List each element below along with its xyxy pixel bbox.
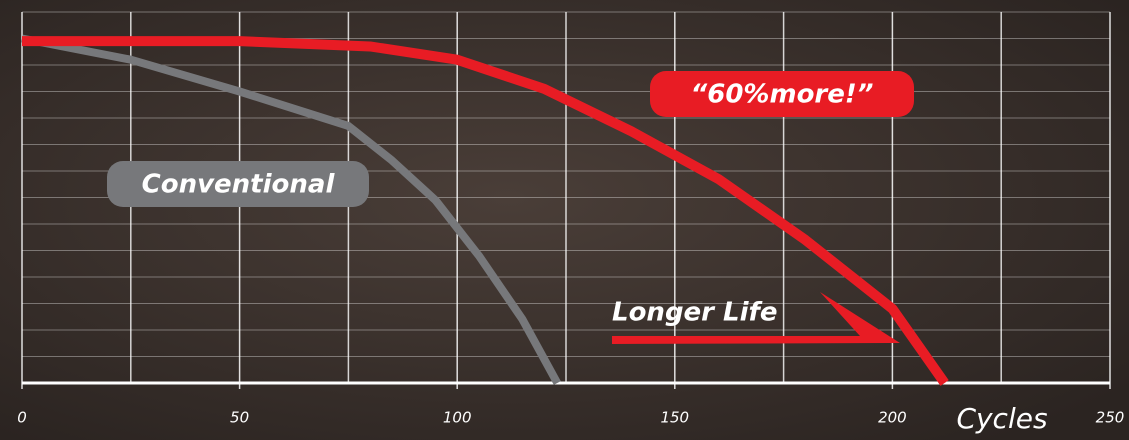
- annotation: Longer Life: [612, 298, 777, 328]
- x-tick-label: 150: [660, 409, 689, 427]
- legend-label: Conventional: [142, 170, 336, 200]
- series-badge: [107, 161, 369, 207]
- x-tick-label: 250: [1096, 409, 1125, 427]
- legend-label: “60%more!”: [691, 80, 874, 110]
- series-badge: [650, 71, 914, 117]
- arrow: [612, 292, 900, 344]
- x-axis-label: Cycles: [956, 402, 1047, 435]
- data-line: [21, 34, 561, 385]
- x-tick-label: 50: [230, 409, 249, 427]
- data-line: [22, 36, 949, 386]
- x-tick-label: 100: [443, 409, 472, 427]
- x-tick-label: 200: [878, 409, 907, 427]
- x-tick-label: 0: [17, 409, 27, 427]
